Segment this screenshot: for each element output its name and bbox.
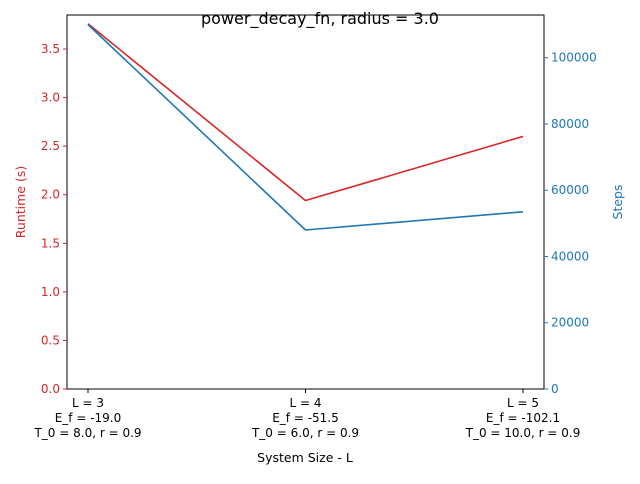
- x-axis-tick-label: T_0 = 10.0, r = 0.9: [465, 426, 581, 440]
- x-axis-label: System Size - L: [257, 450, 353, 465]
- x-axis-tick-label: E_f = -51.5: [272, 411, 339, 425]
- x-axis-tick-label: E_f = -102.1: [486, 411, 560, 425]
- x-axis-tick-label: L = 3: [72, 396, 104, 410]
- left-axis-tick-label: 0.5: [41, 333, 60, 347]
- right-axis-label: Steps: [610, 185, 625, 220]
- x-axis-tick-label: E_f = -19.0: [55, 411, 122, 425]
- runtime-series-line: [87, 23, 524, 202]
- x-axis-tick-label: T_0 = 8.0, r = 0.9: [33, 426, 141, 440]
- left-axis-tick-label: 2.0: [41, 188, 60, 202]
- x-axis-tick-label: L = 4: [289, 396, 321, 410]
- right-axis-tick-label: 80000: [551, 117, 589, 131]
- chart-title: power_decay_fn, radius = 3.0: [201, 9, 439, 29]
- right-axis-tick-label: 60000: [551, 183, 589, 197]
- left-axis-tick-label: 1.5: [41, 236, 60, 250]
- left-axis-tick-label: 2.5: [41, 139, 60, 153]
- right-axis-tick-label: 40000: [551, 249, 589, 263]
- right-axis-tick-label: 100000: [551, 51, 597, 65]
- x-axis-tick-label: L = 5: [507, 396, 539, 410]
- axes-layer: 0.0 0.5 1.0 1.5 2.0 2.5 3.0 3.5 0 20000 40000 60000…: [33, 14, 597, 440]
- left-axis-label: Runtime (s): [13, 166, 28, 238]
- x-axis-tick-label: T_0 = 6.0, r = 0.9: [251, 426, 359, 440]
- right-axis-tick-label: 20000: [551, 316, 589, 330]
- left-axis-tick-label: 3.0: [41, 91, 60, 105]
- plot-layer: [87, 23, 524, 231]
- steps-series-line: [87, 24, 524, 231]
- left-axis-tick-label: 0.0: [41, 382, 60, 396]
- right-axis-tick-label: 0: [551, 382, 559, 396]
- left-axis-tick-label: 1.0: [41, 285, 60, 299]
- left-axis-tick-label: 3.5: [41, 42, 60, 56]
